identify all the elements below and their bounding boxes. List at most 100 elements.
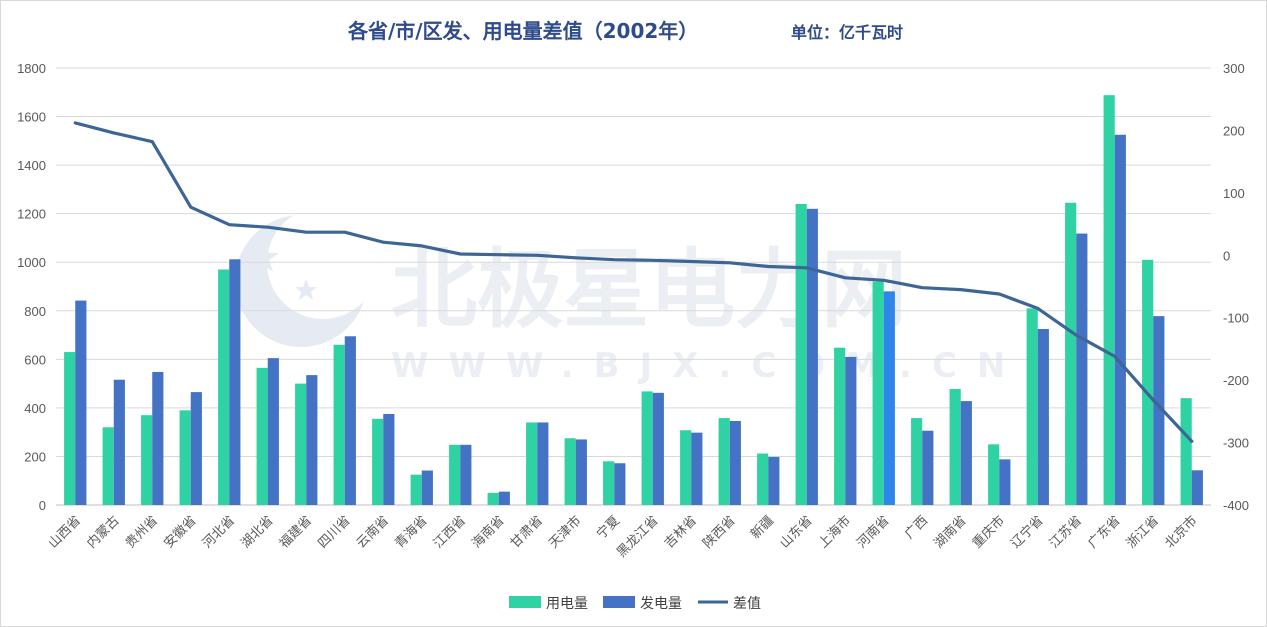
x-category-label: 河北省: [200, 513, 238, 551]
bar-generation: [614, 463, 626, 505]
x-category-label: 陕西省: [700, 513, 738, 551]
bar-generation: [1114, 134, 1126, 505]
y-left-tick-label: 1400: [17, 158, 46, 173]
bar-generation: [1191, 470, 1203, 505]
legend-label-generation: 发电量: [640, 596, 682, 612]
y-right-tick-label: 100: [1223, 186, 1245, 201]
y-left-tick-label: 1600: [17, 110, 46, 125]
bar-usage: [218, 269, 230, 505]
y-right-tick-label: -200: [1223, 373, 1249, 388]
x-category-label: 甘肃省: [508, 513, 546, 551]
x-category-label: 吉林省: [662, 513, 700, 551]
y-right-tick-label: -300: [1223, 436, 1249, 451]
x-category-label: 内蒙古: [84, 513, 123, 552]
bar-generation: [1076, 233, 1088, 505]
x-category-label: 上海市: [815, 513, 854, 552]
x-category-label: 湖北省: [238, 513, 276, 551]
bar-generation: [421, 470, 433, 505]
bar-generation: [498, 491, 510, 505]
y-right-tick-label: 0: [1223, 248, 1230, 263]
x-category-label: 江西省: [431, 513, 469, 551]
watermark: 北极星电力网 WWW.BJX.COM.CN: [235, 207, 1005, 386]
x-category-label: 安徽省: [161, 513, 199, 551]
y-axis-right: -400 -300 -200 -100 0 100 200 300: [1223, 61, 1249, 513]
bar-generation: [1153, 316, 1165, 505]
x-category-label: 海南省: [469, 513, 508, 552]
y-left-tick-label: 200: [24, 449, 46, 464]
bar-generation: [306, 375, 318, 505]
bar-usage: [141, 415, 153, 505]
y-right-tick-label: -100: [1223, 311, 1249, 326]
bar-generation: [537, 422, 549, 505]
x-category-label: 贵州省: [123, 513, 161, 551]
bar-usage: [487, 492, 499, 505]
x-category-label: 山东省: [777, 513, 815, 551]
bar-generation: [845, 356, 857, 505]
bar-usage: [641, 391, 653, 505]
x-category-label: 四川省: [315, 513, 353, 551]
y-right-tick-label: 200: [1223, 123, 1245, 138]
bar-usage: [564, 438, 576, 505]
watermark-brand-text: 北极星电力网: [391, 240, 907, 340]
bar-usage: [757, 453, 769, 505]
bar-usage: [988, 444, 1000, 505]
legend-swatch-generation: [603, 596, 635, 608]
bar-usage: [410, 474, 422, 505]
bar-usage: [102, 427, 114, 505]
bar-generation: [883, 291, 895, 505]
y-left-tick-label: 800: [24, 304, 46, 319]
bar-usage: [256, 367, 268, 505]
bar-usage: [179, 410, 191, 505]
x-category-label: 广东省: [1085, 513, 1123, 551]
bar-generation: [113, 379, 125, 505]
line-series: [73, 121, 1194, 443]
x-category-label: 浙江省: [1124, 513, 1162, 551]
bar-generation: [806, 208, 818, 506]
bar-usage: [333, 344, 345, 505]
bar-usage: [680, 430, 692, 505]
legend: 用电量 发电量 差值: [509, 596, 761, 612]
x-category-label: 黑龙江省: [614, 513, 661, 560]
chart-title: 各省/市/区发、用电量差值（2002年）: [347, 19, 698, 43]
gridlines: [56, 67, 1211, 506]
bar-usage: [949, 388, 961, 505]
bar-usage: [718, 418, 730, 505]
bar-generation: [922, 430, 934, 505]
bar-generation: [460, 444, 472, 505]
bar-usage: [1065, 202, 1077, 505]
bar-generation: [344, 336, 356, 505]
x-category-label: 江苏省: [1046, 513, 1085, 552]
bar-generation: [960, 401, 972, 505]
bar-generation: [1037, 328, 1049, 505]
bar-generation: [75, 300, 87, 505]
x-category-label: 天津市: [546, 513, 585, 552]
x-category-label: 北京市: [1162, 513, 1201, 552]
x-category-label: 宁夏: [593, 513, 623, 543]
bar-usage: [1142, 259, 1154, 505]
x-category-label: 重庆市: [969, 513, 1008, 552]
x-category-label: 青海省: [392, 513, 430, 551]
bar-generation: [152, 371, 164, 505]
bar-usage: [372, 418, 384, 505]
x-axis-categories: 山西省 内蒙古 贵州省 安徽省 河北省 湖北省 福建省 四川省 云南省 青海省 江西省 海南省 甘肃省天…: [46, 513, 1201, 561]
bar-usage: [526, 422, 538, 505]
bar-generation: [267, 358, 279, 505]
legend-label-usage: 用电量: [546, 596, 588, 612]
y-axis-left: 0 200 400 600 800 1000 1200 1400 1600 1800: [17, 61, 46, 513]
y-right-tick-label: 300: [1223, 61, 1245, 76]
bar-usage: [603, 461, 615, 505]
bar-usage: [64, 352, 76, 505]
bar-generation: [229, 259, 241, 505]
bar-generation: [768, 456, 780, 505]
x-category-label: 辽宁省: [1008, 513, 1047, 552]
legend-label-difference: 差值: [733, 596, 761, 612]
x-category-label: 云南省: [353, 513, 392, 552]
x-category-label: 湖南省: [931, 513, 970, 552]
bar-generation: [999, 459, 1011, 505]
bar-usage: [1180, 398, 1192, 505]
bar-generation: [729, 420, 741, 505]
bar-usage: [449, 444, 461, 505]
bar-usage: [295, 383, 307, 505]
legend-swatch-usage: [509, 596, 541, 608]
